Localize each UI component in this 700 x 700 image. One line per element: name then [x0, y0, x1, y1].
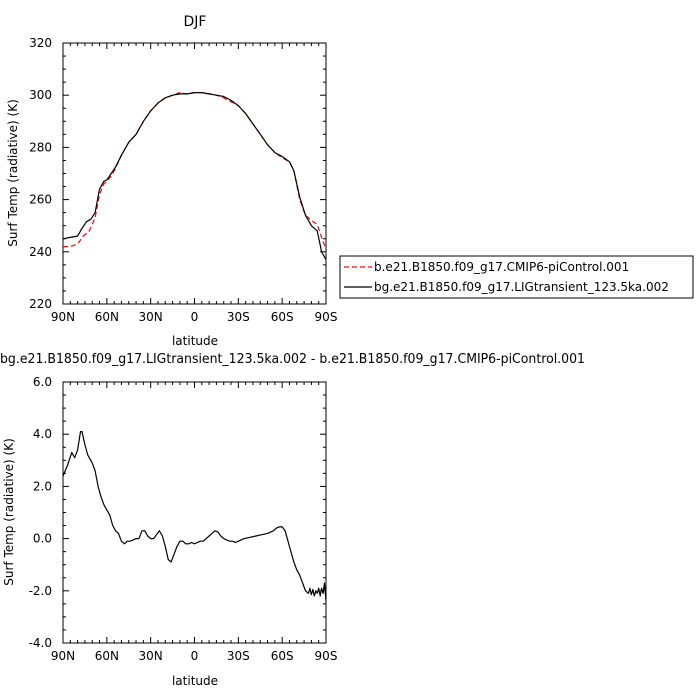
bottom-y-tick-label: 4.0	[33, 427, 52, 441]
bottom-y-tick-label: -4.0	[29, 636, 52, 650]
top-y-axis-label: Surf Temp (radiative) (K)	[6, 99, 20, 247]
top-panel: DJF Surf Temp (radiative) (K) latitude 9…	[6, 14, 337, 348]
top-series-line-0	[63, 91, 327, 250]
bottom-series-line-0	[62, 431, 327, 602]
bottom-panel: bg.e21.B1850.f09_g17.LIGtransient_123.5k…	[0, 352, 585, 688]
bottom-x-tick-label: 0	[191, 649, 199, 663]
bottom-y-tick-label: 2.0	[33, 479, 52, 493]
top-x-tick-label: 30S	[227, 310, 250, 324]
bottom-plot-frame	[62, 381, 327, 644]
top-y-tick-label: 300	[29, 88, 52, 102]
top-x-tick-label: 90S	[315, 310, 338, 324]
bottom-x-tick-label: 30S	[227, 649, 250, 663]
top-plot-frame	[62, 42, 327, 305]
top-y-tick-label: 320	[29, 36, 52, 50]
top-axes: 90N 60N 30N 0 30S 60S 90S 220 240 260 280 300 320	[29, 36, 337, 324]
legend-box	[339, 255, 694, 299]
bottom-plot-lines	[62, 431, 327, 602]
top-x-tick-label: 60S	[271, 310, 294, 324]
legend-label-piControl: b.e21.B1850.f09_g17.CMIP6-piControl.001	[374, 260, 629, 274]
top-x-tick-label: 90N	[51, 310, 75, 324]
top-series-line-1	[62, 91, 327, 260]
bottom-x-tick-label: 60N	[95, 649, 119, 663]
top-x-tick-label: 30N	[139, 310, 163, 324]
top-y-tick-label: 260	[29, 193, 52, 207]
top-x-axis-label: latitude	[172, 334, 218, 348]
top-y-tick-label: 280	[29, 140, 52, 154]
bottom-y-tick-label: 6.0	[33, 375, 52, 389]
top-chart-title: DJF	[184, 14, 207, 30]
top-plot-lines	[62, 91, 327, 260]
top-y-tick-label: 220	[29, 297, 52, 311]
bottom-x-tick-label: 60S	[271, 649, 294, 663]
bottom-x-axis-label: latitude	[172, 674, 218, 688]
top-x-tick-label: 60N	[95, 310, 119, 324]
bottom-x-tick-label: 90N	[51, 649, 75, 663]
bottom-y-tick-label: -2.0	[29, 584, 52, 598]
top-x-tick-label: 0	[191, 310, 199, 324]
bottom-chart-title: bg.e21.B1850.f09_g17.LIGtransient_123.5k…	[0, 352, 585, 367]
bottom-y-tick-label: 0.0	[33, 532, 52, 546]
bottom-x-tick-label: 90S	[315, 649, 338, 663]
bottom-y-axis-label: Surf Temp (radiative) (K)	[2, 438, 16, 586]
legend-label-LIGtransient: bg.e21.B1850.f09_g17.LIGtransient_123.5k…	[374, 280, 669, 294]
legend: b.e21.B1850.f09_g17.CMIP6-piControl.001 …	[339, 255, 694, 299]
top-y-tick-label: 240	[29, 245, 52, 259]
bottom-axes: 90N 60N 30N 0 30S 60S 90S -4.0 -2.0 0.0 2.0 4.0 6.0	[29, 375, 338, 663]
bottom-x-tick-label: 30N	[139, 649, 163, 663]
